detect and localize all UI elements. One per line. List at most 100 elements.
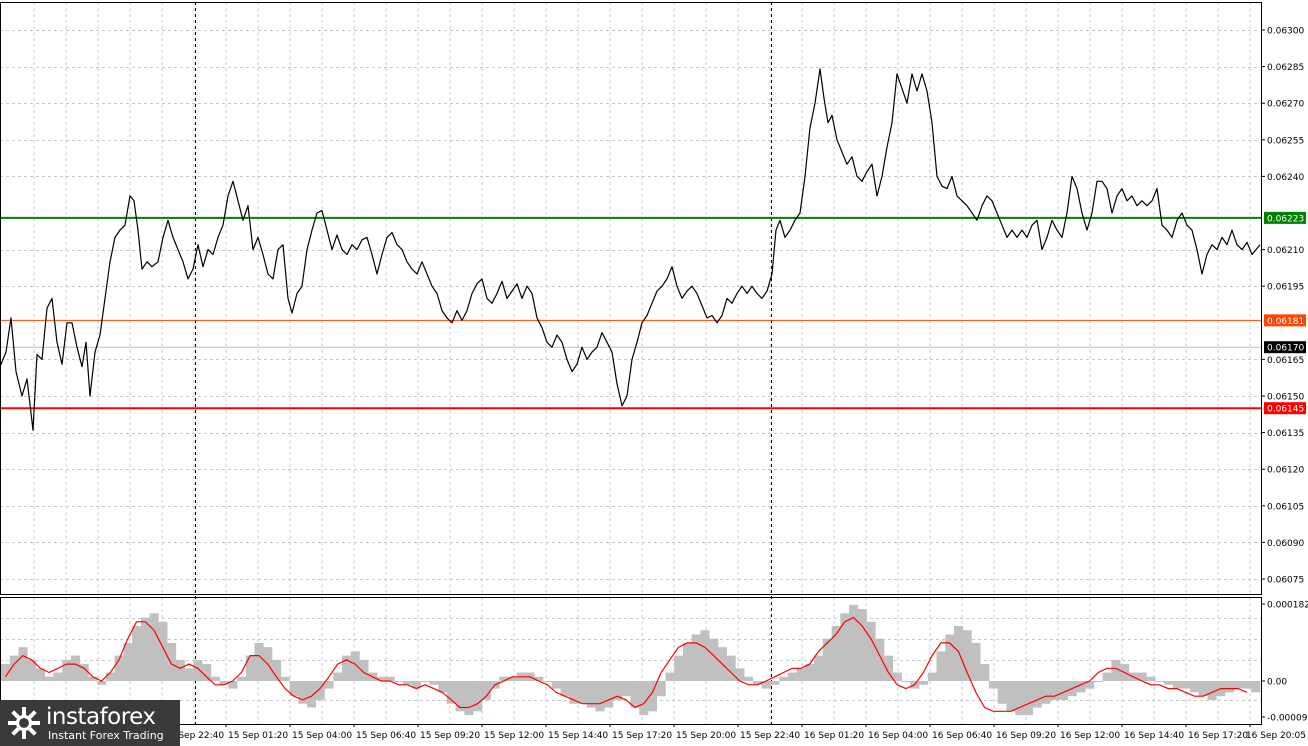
macd-histogram-bar: [578, 681, 588, 704]
macd-histogram-bar: [9, 655, 19, 681]
time-tick-label: 15 Sep 12:00: [484, 731, 544, 741]
macd-histogram-bar: [700, 630, 710, 681]
macd-histogram-bar: [543, 681, 553, 682]
time-tick-label: 16 Sep 20:05: [1246, 731, 1306, 741]
macd-histogram-bar: [919, 681, 929, 685]
price-levels: [0, 216, 1261, 410]
macd-histogram-bar: [446, 681, 456, 704]
macd-histogram-bar: [752, 681, 762, 685]
macd-histogram-bar: [70, 655, 80, 681]
level-tag-label: 0.06223: [1267, 214, 1304, 224]
macd-histogram-bar: [1006, 681, 1016, 712]
macd-histogram-bar: [1181, 681, 1191, 689]
macd-histogram-bar: [857, 609, 867, 681]
chart-frames: [0, 2, 1262, 725]
indicator-tick-label: 0.000182: [1267, 601, 1308, 611]
macd-histogram-bar: [569, 681, 579, 704]
macd-histogram-bar: [770, 681, 780, 685]
price-tick-label: 0.06075: [1267, 576, 1304, 586]
macd-histogram-bar: [1146, 676, 1156, 681]
macd-histogram-bar: [394, 681, 404, 682]
macd-histogram-bar: [726, 655, 736, 681]
macd-histogram-bar: [272, 659, 282, 681]
macd-histogram-bar: [814, 655, 824, 681]
level-tag-label: 0.06181: [1267, 317, 1304, 327]
time-tick-label: 15 Sep 01:20: [228, 731, 288, 741]
macd-histogram-bar: [1137, 672, 1147, 681]
macd-histogram-bar: [962, 630, 972, 681]
level-tag-middle: [1264, 314, 1306, 327]
price-tick-label: 0.06165: [1267, 356, 1304, 366]
macd-histogram-bar: [1225, 681, 1235, 693]
macd-histogram-bar: [289, 681, 299, 697]
indicator-tick-label: -0.000095: [1267, 714, 1308, 724]
session-separators: [195, 2, 772, 724]
macd-histogram-bar: [1207, 681, 1217, 700]
macd-histogram-bar: [53, 672, 63, 681]
price-tick-label: 0.06285: [1267, 63, 1304, 73]
macd-histogram-bar: [481, 681, 491, 700]
time-tick-label: 15 Sep 20:00: [676, 731, 736, 741]
macd-histogram-bar: [403, 681, 413, 685]
macd-histogram-bar: [560, 681, 570, 697]
level-tag-support: [1264, 402, 1306, 415]
macd-histogram-bar: [1093, 681, 1103, 682]
macd-histogram-bar: [875, 638, 885, 681]
macd-histogram-bar: [350, 651, 360, 681]
macd-histogram-bar: [953, 626, 964, 681]
macd-histogram-bar: [656, 681, 666, 697]
time-tick-label: 15 Sep 22:40: [164, 731, 224, 741]
macd-histogram-bar: [44, 676, 54, 681]
macd-histogram-bar: [840, 613, 850, 681]
time-tick-label: 16 Sep 01:20: [804, 731, 864, 741]
price-tick-label: 0.06090: [1267, 539, 1304, 549]
macd-histogram-bar: [149, 613, 159, 681]
logo-tagline: Instant Forex Trading: [48, 729, 164, 742]
macd-histogram-bar: [639, 681, 649, 716]
macd-histogram-bar: [359, 659, 369, 681]
macd-histogram-bar: [1102, 672, 1112, 681]
macd-histogram-bar: [1111, 659, 1121, 681]
macd-histogram-bar: [1172, 681, 1182, 689]
price-tick-label: 0.06210: [1267, 246, 1304, 256]
macd-histogram-bar: [307, 681, 317, 708]
time-tick-label: 16 Sep 04:00: [868, 731, 928, 741]
macd-histogram-bar: [1233, 681, 1243, 689]
level-tag-label: 0.06145: [1267, 405, 1304, 415]
time-tick-label: 16 Sep 09:20: [996, 731, 1056, 741]
price-tick-label: 0.06150: [1267, 393, 1304, 403]
macd-histogram-bar: [411, 681, 421, 689]
price-axis: 0.06300 0.06285 0.06270 0.06255 0.06240 0.062…: [1261, 27, 1304, 586]
indicator-axis: 0.000182 0.00 -0.000095: [1261, 601, 1308, 724]
macd-histogram-bar: [586, 681, 596, 708]
macd-histogram-bar: [1085, 681, 1095, 689]
macd-histogram-bar: [884, 655, 894, 681]
macd-histogram-bar: [866, 621, 876, 681]
chart-grid: [0, 2, 1261, 724]
macd-histogram-bar: [167, 642, 177, 681]
macd-histogram-bar: [35, 668, 46, 681]
price-tick-label: 0.06135: [1267, 429, 1304, 439]
macd-histogram-bar: [324, 681, 334, 689]
macd-histogram-bar: [1076, 681, 1086, 693]
macd-histogram-bar: [473, 681, 483, 712]
macd-histogram-bar: [499, 676, 509, 681]
price-tick-label: 0.06255: [1267, 136, 1304, 146]
price-level-tags: 0.06223 0.06181 0.06170 0.06145: [1264, 211, 1306, 415]
macd-signal-line: [4, 616, 1248, 712]
macd-histogram-bar: [420, 681, 430, 682]
macd-histogram-bar: [1041, 681, 1051, 704]
macd-histogram-bar: [508, 676, 518, 681]
macd-histogram-bar: [385, 676, 395, 681]
macd-histogram-bar: [184, 668, 194, 681]
macd-histogram-bar: [744, 676, 754, 681]
macd-histogram-bar: [202, 664, 212, 681]
macd-histogram-bar: [429, 681, 439, 685]
macd-histogram-bar: [158, 621, 168, 681]
level-tag-current: [1264, 341, 1306, 354]
price-tick-label: 0.06105: [1267, 502, 1304, 512]
macd-histogram-bar: [193, 659, 203, 681]
macd-histogram-bar: [123, 642, 133, 681]
macd-histogram-bar: [613, 681, 623, 700]
